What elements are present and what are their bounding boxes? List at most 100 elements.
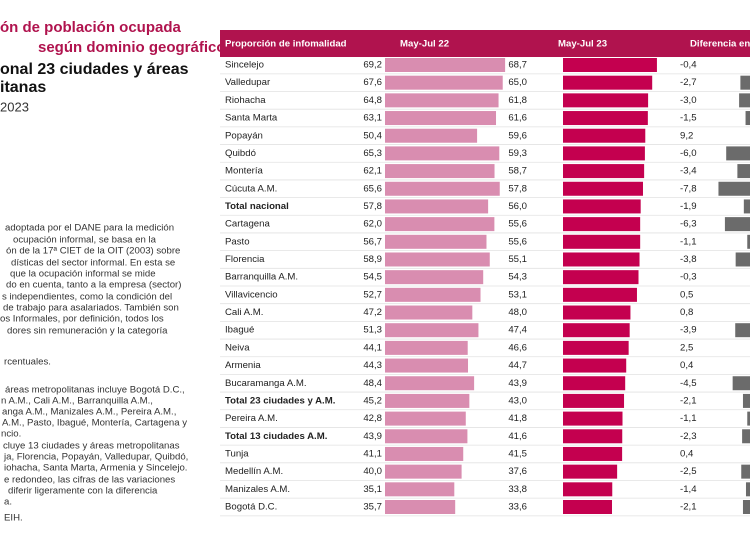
row-name: Cartagena bbox=[225, 219, 270, 230]
value-diff: -0,4 bbox=[680, 60, 697, 71]
bar-diff bbox=[735, 252, 750, 267]
bar-diff bbox=[747, 411, 750, 426]
value-diff: -0,3 bbox=[680, 272, 697, 283]
bar-may23 bbox=[563, 464, 618, 479]
bar-may23 bbox=[563, 482, 613, 497]
bar-may23 bbox=[563, 358, 627, 373]
bar-may23 bbox=[563, 411, 623, 426]
bar-diff bbox=[742, 500, 750, 514]
row-name: Popayán bbox=[225, 130, 263, 141]
value-diff: -1,4 bbox=[680, 484, 697, 495]
bar-diff bbox=[724, 217, 750, 232]
note-line: adoptada por el DANE para la medición bbox=[5, 223, 174, 234]
bar-may22 bbox=[385, 340, 468, 355]
note-line: do en cuenta, tanto a la empresa (sector… bbox=[6, 280, 181, 291]
row-name: Sincelejo bbox=[225, 60, 264, 71]
row-name: Total nacional bbox=[225, 201, 289, 212]
row-name: Bogotá D.C. bbox=[225, 502, 277, 513]
bar-diff bbox=[747, 234, 750, 249]
row-name: Pereira A.M. bbox=[225, 413, 278, 424]
value-diff: -3,9 bbox=[680, 325, 697, 336]
value-may23: 48,0 bbox=[508, 307, 527, 318]
value-may23: 56,0 bbox=[508, 201, 527, 212]
bar-diff bbox=[740, 75, 750, 90]
note-line: os Informales, por definición, todos los bbox=[0, 314, 164, 325]
bar-diff bbox=[741, 464, 750, 479]
title-line: según dominio geográfico bbox=[38, 39, 226, 56]
value-may22: 44,3 bbox=[363, 360, 382, 371]
bar-diff bbox=[742, 393, 750, 408]
value-may23: 59,6 bbox=[508, 130, 527, 141]
bar-may23 bbox=[563, 305, 631, 320]
bar-may23 bbox=[563, 146, 645, 161]
row-name: Riohacha bbox=[225, 95, 266, 106]
table-header bbox=[220, 30, 750, 57]
value-may22: 43,9 bbox=[363, 431, 382, 442]
value-may22: 35,7 bbox=[363, 502, 382, 513]
value-diff: -6,0 bbox=[680, 148, 697, 159]
bar-may22 bbox=[385, 252, 490, 267]
bar-may22 bbox=[385, 75, 503, 90]
note-line: anga A.M., Manizales A.M., Pereira A.M., bbox=[2, 407, 176, 418]
row-name: Medellín A.M. bbox=[225, 466, 283, 477]
bar-may23 bbox=[563, 340, 629, 355]
value-diff: -2,5 bbox=[680, 466, 697, 477]
value-may22: 62,0 bbox=[363, 219, 382, 230]
bar-diff bbox=[718, 181, 750, 196]
value-may23: 55,6 bbox=[508, 236, 527, 247]
value-may23: 37,6 bbox=[508, 466, 527, 477]
title-line: ón de población ocupada bbox=[0, 19, 182, 36]
value-may22: 44,1 bbox=[363, 342, 382, 353]
bar-may22 bbox=[385, 376, 475, 391]
note-line: que la ocupación informal se mide bbox=[10, 269, 156, 280]
bar-may23 bbox=[563, 58, 657, 72]
note-line: ón de la 17ª CIET de la OIT (2003) sobre bbox=[6, 246, 180, 257]
row-name: Ibagué bbox=[225, 325, 254, 336]
period: 2023 bbox=[0, 99, 29, 114]
value-may22: 48,4 bbox=[363, 378, 382, 389]
value-may23: 46,6 bbox=[508, 342, 527, 353]
note-line: de trabajo para asalariados. También son bbox=[3, 303, 179, 314]
value-may22: 69,2 bbox=[363, 60, 382, 71]
row-name: Neiva bbox=[225, 342, 250, 353]
bar-may22 bbox=[385, 93, 499, 108]
bar-may23 bbox=[563, 429, 623, 444]
bar-may22 bbox=[385, 164, 495, 179]
title-line: onal 23 ciudades y áreas bbox=[0, 61, 189, 78]
bar-may23 bbox=[563, 111, 648, 126]
bar-may23 bbox=[563, 252, 640, 267]
value-diff: 0,5 bbox=[680, 289, 693, 300]
note-line: rcentuales. bbox=[4, 357, 51, 368]
bar-may23 bbox=[563, 393, 625, 408]
note-line: e redondeo, las cifras de las variacione… bbox=[4, 475, 175, 486]
value-may23: 57,8 bbox=[508, 183, 527, 194]
note-line: a. bbox=[4, 497, 12, 508]
note-line: dísticas del sector informal. En esta se bbox=[11, 258, 175, 269]
bar-may22 bbox=[385, 323, 479, 338]
bar-may22 bbox=[385, 111, 497, 126]
value-diff: 0,4 bbox=[680, 448, 694, 459]
bar-may23 bbox=[563, 181, 643, 196]
value-may23: 41,5 bbox=[508, 448, 527, 459]
bar-may22 bbox=[385, 358, 469, 373]
value-diff: -1,1 bbox=[680, 236, 697, 247]
value-diff: -3,4 bbox=[680, 166, 697, 177]
bar-may23 bbox=[563, 376, 626, 391]
value-may23: 59,3 bbox=[508, 148, 527, 159]
value-may23: 58,7 bbox=[508, 166, 527, 177]
value-may22: 45,2 bbox=[363, 395, 382, 406]
value-diff: -3,0 bbox=[680, 95, 697, 106]
value-may22: 65,6 bbox=[363, 183, 382, 194]
note-line: ja, Florencia, Popayán, Valledupar, Quib… bbox=[3, 452, 188, 463]
value-may23: 55,1 bbox=[508, 254, 527, 265]
value-may22: 50,4 bbox=[363, 130, 382, 141]
value-may22: 65,3 bbox=[363, 148, 382, 159]
row-name: Florencia bbox=[225, 254, 265, 265]
bar-may22 bbox=[385, 500, 456, 514]
bar-may23 bbox=[563, 446, 623, 461]
row-name: Pasto bbox=[225, 236, 250, 247]
bar-may22 bbox=[385, 234, 487, 249]
row-name: Santa Marta bbox=[225, 113, 278, 124]
row-name: Montería bbox=[225, 166, 264, 177]
